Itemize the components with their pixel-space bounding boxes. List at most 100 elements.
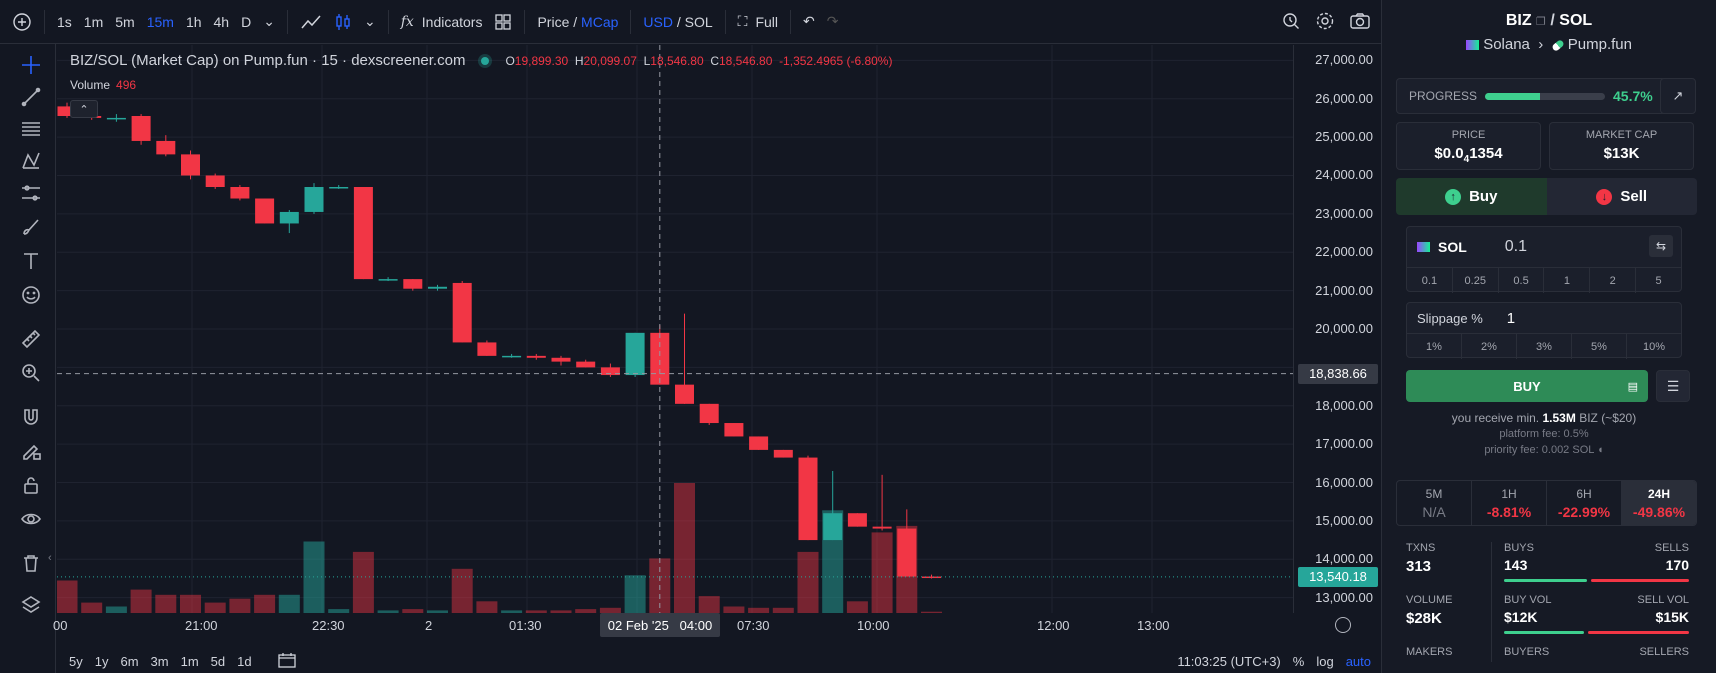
interval-4h[interactable]: 4h	[213, 13, 230, 30]
settings-button[interactable]	[1315, 11, 1335, 34]
amount-preset[interactable]: 0.5	[1499, 268, 1545, 293]
range-3m[interactable]: 3m	[150, 654, 169, 669]
external-link-button[interactable]: ↗	[1660, 78, 1696, 114]
pattern-tool[interactable]	[18, 148, 44, 174]
interval-1s[interactable]: 1s	[57, 13, 72, 30]
slippage-preset[interactable]: 2%	[1462, 334, 1517, 359]
chart-type-dropdown-button[interactable]: ⌄	[358, 0, 382, 44]
trendline-tool[interactable]	[18, 84, 44, 110]
interval-dropdown-button[interactable]: ⌄	[257, 0, 281, 44]
visibility-tool[interactable]	[18, 506, 44, 532]
collapse-legend-button[interactable]: ⌃	[70, 100, 98, 118]
range-6m[interactable]: 6m	[120, 654, 139, 669]
zoom-tool[interactable]	[18, 360, 44, 386]
price-mcap-toggle[interactable]: Price / MCap	[531, 0, 624, 44]
range-1y[interactable]: 1y	[94, 654, 109, 669]
tab-sell[interactable]: ↓ Sell	[1546, 178, 1697, 215]
swap-currency-button[interactable]: ⇆	[1649, 235, 1673, 257]
period-6h[interactable]: 6H -22.99%	[1547, 481, 1622, 525]
clock[interactable]: 11:03:25 (UTC+3)	[1177, 654, 1281, 669]
period-changes: 5M N/A 1H -8.81% 6H -22.99% 24H -49.86%	[1396, 480, 1697, 526]
trendline-icon	[21, 87, 41, 107]
auto-toggle[interactable]: auto	[1345, 654, 1371, 669]
period-24h[interactable]: 24H -49.86%	[1622, 481, 1696, 525]
candle-body	[823, 513, 843, 541]
fib-tool[interactable]	[18, 116, 44, 142]
amount-preset[interactable]: 0.25	[1453, 268, 1499, 293]
amount-row: SOL 0.1 ⇆	[1407, 227, 1681, 267]
slippage-preset[interactable]: 1%	[1407, 334, 1462, 359]
magnet-tool[interactable]	[18, 404, 44, 430]
text-tool[interactable]	[18, 248, 44, 274]
period-1h[interactable]: 1H -8.81%	[1472, 481, 1547, 525]
candlestick-chart[interactable]	[57, 45, 1293, 613]
range-1d[interactable]: 1d	[237, 654, 252, 669]
quick-search-button[interactable]	[1281, 11, 1301, 34]
collapse-toolbar-handle[interactable]: ‹	[48, 552, 52, 564]
delete-tool[interactable]	[18, 550, 44, 576]
interval-1m[interactable]: 1m	[83, 13, 104, 30]
range-1m[interactable]: 1m	[180, 654, 199, 669]
price-tick-label: 22,000.00	[1315, 244, 1373, 260]
crosshair-tool[interactable]	[18, 52, 44, 78]
amount-preset[interactable]: 1	[1544, 268, 1591, 293]
screenshot-button[interactable]	[1349, 11, 1371, 34]
chain-name[interactable]: Solana	[1483, 36, 1530, 53]
time-tick-label: 00	[53, 618, 68, 633]
low-key: L	[643, 53, 651, 68]
undo-button[interactable]: ↶	[797, 0, 821, 44]
tab-buy[interactable]: ↑ Buy	[1396, 178, 1547, 215]
slippage-input[interactable]: 1	[1506, 309, 1516, 327]
amount-preset[interactable]: 5	[1655, 274, 1662, 287]
layouts-button[interactable]	[488, 0, 518, 44]
usd-sol-toggle[interactable]: USD / SOL	[637, 0, 718, 44]
line-chart-button[interactable]	[294, 0, 328, 44]
fullscreen-button[interactable]: ⛶ Full	[732, 0, 784, 44]
emoji-tool[interactable]	[18, 282, 44, 308]
buy-button[interactable]: BUY ▤	[1406, 370, 1648, 402]
slippage-preset[interactable]: 5%	[1572, 334, 1627, 359]
interval-15m[interactable]: 15m	[146, 13, 174, 30]
range-5d[interactable]: 5d	[210, 654, 226, 669]
trade-settings-button[interactable]: ☰	[1656, 370, 1690, 402]
price-tick-label: 17,000.00	[1315, 436, 1373, 452]
log-toggle[interactable]: log	[1316, 654, 1334, 669]
amount-preset[interactable]: 2	[1590, 268, 1637, 293]
buys-sells-values: 143 170	[1504, 557, 1689, 573]
slippage-preset[interactable]: 3%	[1517, 334, 1572, 359]
interval-d[interactable]: D	[241, 13, 252, 30]
period-5m[interactable]: 5M N/A	[1397, 481, 1472, 525]
interval-1h[interactable]: 1h	[185, 13, 202, 30]
date-range-button[interactable]	[277, 652, 296, 671]
ruler-icon	[21, 329, 41, 349]
slippage-preset[interactable]: 10%	[1642, 340, 1666, 353]
lock-drawing-tool[interactable]	[18, 438, 44, 464]
candles-button[interactable]	[328, 0, 358, 44]
lock-tool[interactable]	[18, 472, 44, 498]
object-tree-tool[interactable]	[18, 592, 44, 618]
volume-label: VOLUME	[1406, 594, 1453, 606]
buys-sells-labels: BUYS SELLS	[1504, 542, 1689, 554]
open-key: O	[505, 53, 515, 68]
trade-notes: you receive min. 1.53M BIZ (~$20) platfo…	[1406, 410, 1682, 458]
candle-body	[551, 357, 571, 362]
copy-icon[interactable]: ❐	[1536, 16, 1546, 28]
slash: /	[569, 13, 582, 30]
percent-toggle[interactable]: %	[1292, 654, 1305, 669]
axis-settings-icon[interactable]	[1335, 617, 1351, 633]
dex-name[interactable]: Pump.fun	[1567, 36, 1632, 53]
price-scale[interactable]: 27,000.00 26,000.00 25,000.00 24,000.00 23,0…	[1293, 45, 1381, 613]
range-5y[interactable]: 5y	[69, 654, 83, 669]
interval-5m[interactable]: 5m	[115, 13, 135, 30]
amount-input[interactable]: 0.1	[1504, 238, 1528, 255]
amount-preset[interactable]: 0.1	[1407, 268, 1453, 293]
add-symbol-button[interactable]	[0, 0, 38, 44]
buys-label: BUYS	[1504, 542, 1534, 554]
measure-tool[interactable]	[18, 326, 44, 352]
volume-label: Volume	[70, 78, 111, 92]
brush-tool[interactable]	[18, 214, 44, 240]
prediction-tool[interactable]	[18, 180, 44, 206]
time-axis[interactable]: 00 21:00 22:30 2 01:30 07:30 10:00 12:00 13:00 02…	[53, 613, 1381, 637]
indicators-button[interactable]: fx Indicators	[395, 0, 489, 44]
redo-button[interactable]: ↷	[821, 0, 845, 44]
